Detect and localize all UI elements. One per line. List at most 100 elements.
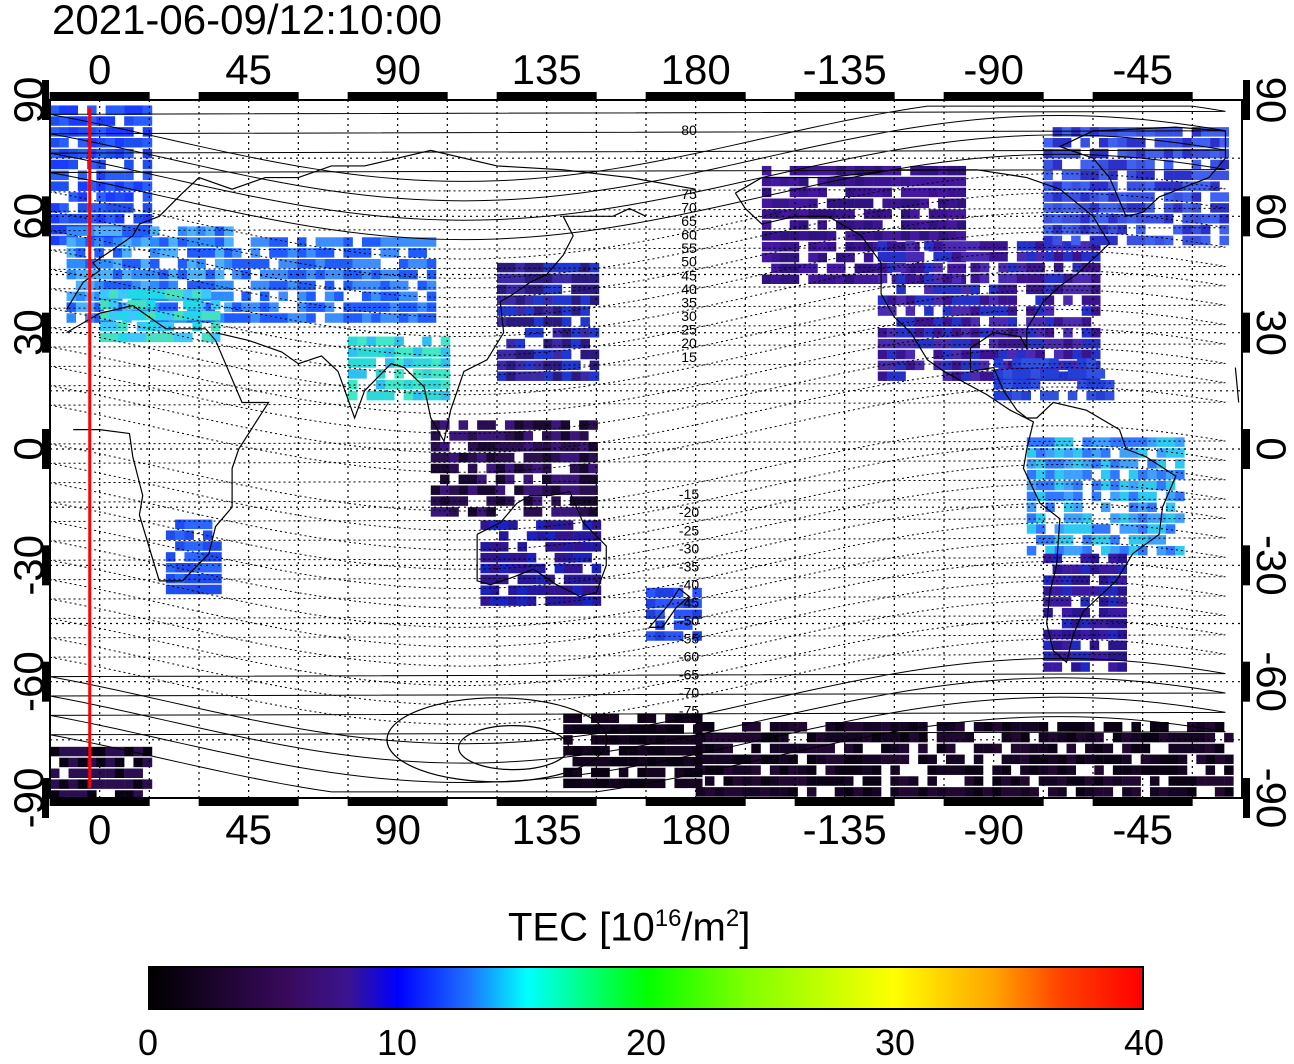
tec-cell: [1026, 459, 1037, 469]
tec-cell: [871, 732, 882, 743]
tec-cell: [87, 138, 97, 148]
tec-cell: [1196, 776, 1206, 786]
tec-cell: [1075, 787, 1086, 797]
tec-cell: [1007, 328, 1018, 338]
tec-cell: [440, 369, 451, 379]
tec-cell: [1053, 338, 1064, 349]
tec-cell: [542, 463, 552, 474]
tec-colorbar: [148, 966, 1144, 1010]
tec-cell: [1080, 651, 1090, 661]
tec-cell: [1098, 203, 1109, 213]
tec-cell: [588, 507, 598, 517]
tec-cell: [50, 790, 60, 798]
tec-cell: [1119, 480, 1129, 491]
tec-cell: [1012, 379, 1022, 390]
tec-cell: [177, 258, 188, 269]
tec-cell: [77, 214, 88, 224]
tec-cell: [1219, 159, 1229, 170]
contour-label: -55: [679, 630, 699, 646]
tec-cell: [1182, 192, 1192, 202]
tec-cell: [979, 262, 990, 273]
tec-cell: [96, 138, 106, 148]
tec-cell: [1117, 214, 1128, 224]
tec-cell: [993, 379, 1004, 390]
tec-cell: [1089, 170, 1100, 181]
tec-cell: [155, 321, 165, 332]
tec-cell: [704, 754, 715, 765]
tec-cell: [817, 252, 828, 263]
tec-cell: [458, 431, 469, 441]
tec-cell: [561, 295, 572, 305]
tec-cell: [1061, 640, 1072, 651]
contour-label: 30: [681, 308, 697, 324]
tec-cell: [412, 358, 423, 368]
tec-cell: [122, 258, 132, 269]
tec-cell: [1163, 148, 1174, 159]
tec-cell: [343, 313, 353, 323]
tec-cell: [498, 574, 509, 585]
tec-cell: [1063, 469, 1074, 480]
tec-cell: [1117, 662, 1128, 672]
tec-cell: [412, 379, 423, 390]
tec-cell: [375, 390, 386, 401]
tec-cell: [1094, 776, 1104, 786]
tec-cell: [964, 776, 975, 786]
tec-cell: [1154, 181, 1165, 191]
tec-cell: [1163, 138, 1174, 148]
tec-cell: [184, 573, 194, 584]
tec-cell: [591, 735, 601, 745]
tec-cell: [951, 360, 962, 371]
tec-cell: [96, 214, 106, 224]
tec-cell: [806, 732, 817, 743]
tec-cell: [918, 732, 928, 743]
tec-cell: [1165, 524, 1176, 534]
tec-cell: [836, 252, 846, 263]
tec-cell: [1091, 459, 1102, 469]
tec-cell: [1063, 524, 1074, 534]
tec-cell: [1108, 651, 1118, 661]
tec-cell: [947, 220, 957, 230]
tec-cell: [526, 596, 537, 606]
tec-cell: [582, 596, 592, 606]
tec-cell: [896, 252, 906, 262]
tec-cell: [1110, 545, 1120, 556]
bottom-lon-label: 0: [88, 806, 111, 853]
tec-cell: [771, 252, 781, 263]
mlat-contour: [50, 105, 1226, 182]
tec-cell: [780, 176, 790, 187]
frame-tick: [347, 799, 448, 806]
tec-cell: [394, 369, 404, 379]
tec-cell: [1047, 743, 1058, 754]
tec-cell: [826, 198, 837, 208]
tec-cell: [50, 105, 60, 115]
tec-cell: [1071, 214, 1081, 224]
tec-cell: [1026, 349, 1036, 360]
tec-cell: [552, 262, 563, 273]
tec-cell: [854, 231, 865, 241]
tec-cell: [936, 765, 947, 775]
tec-cell: [1154, 235, 1165, 246]
tec-cell: [989, 349, 999, 360]
tec-cell: [693, 735, 703, 745]
tec-cell: [75, 291, 86, 302]
tec-cell: [1112, 754, 1123, 765]
tec-cell: [1036, 524, 1046, 534]
tec-cell: [1147, 513, 1157, 523]
tec-cell: [1110, 480, 1120, 491]
tec-cell: [806, 754, 817, 765]
tec-cell: [1036, 448, 1046, 458]
tec-cell: [1110, 437, 1120, 447]
tec-cell: [66, 302, 77, 312]
tec-cell: [1224, 776, 1234, 786]
tec-cell: [853, 721, 863, 732]
tec-cell: [324, 258, 335, 269]
tec-cell: [1054, 459, 1065, 469]
tec-cell: [873, 209, 883, 219]
tec-cell: [1091, 295, 1101, 305]
tec-cell: [909, 798, 919, 808]
tec-cell: [114, 203, 125, 213]
tec-cell: [845, 187, 855, 198]
tec-cell: [1108, 662, 1118, 672]
tec-cell: [910, 220, 920, 230]
tec-cell: [334, 258, 344, 269]
